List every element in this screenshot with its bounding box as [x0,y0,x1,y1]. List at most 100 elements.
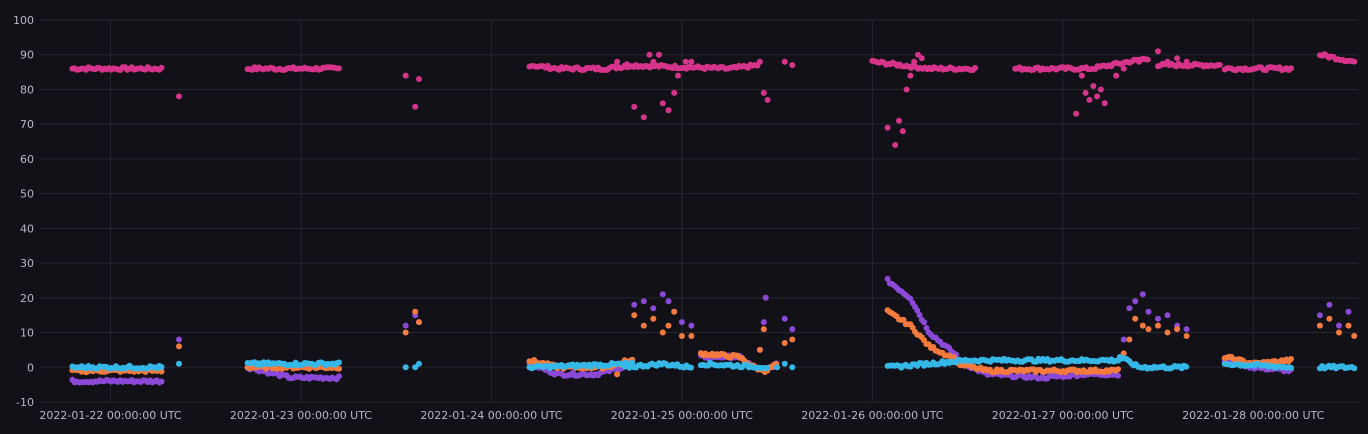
data-point [1086,96,1093,103]
data-point [789,364,796,371]
data-point [675,72,681,79]
data-point [1164,329,1171,336]
data-point [1183,58,1190,65]
data-point [923,325,930,331]
data-point [1132,315,1139,322]
data-point [1155,48,1161,55]
data-point [688,364,694,371]
data-point [764,364,771,371]
data-point [631,312,638,319]
data-point [158,368,165,375]
data-point [781,340,788,346]
data-point [1326,301,1333,308]
data-point [921,319,928,326]
data-point [412,364,419,371]
data-point [1097,86,1104,93]
data-point [1082,89,1089,96]
data-point [416,360,422,367]
data-point [1336,322,1342,329]
data-point [1155,315,1161,322]
x-tick-label: 2022-01-25 00:00:00 UTC [611,409,753,422]
data-point [1351,58,1358,65]
data-point [336,365,342,372]
data-point [1345,308,1352,315]
data-point [336,359,342,366]
data-point [665,298,672,305]
data-point [1145,326,1152,333]
data-point [688,322,695,329]
data-point [1132,298,1139,305]
data-point [402,329,409,336]
data-point [1136,58,1142,65]
data-point [412,308,419,315]
data-point [614,58,621,65]
data-point [789,326,796,333]
data-point [640,114,647,121]
data-point [884,124,891,131]
data-point [176,93,182,100]
data-point [1144,56,1151,63]
data-point [781,315,788,322]
data-point [659,100,666,107]
data-point [1139,322,1146,329]
data-point [1094,93,1101,100]
data-point [1126,305,1133,312]
data-point [416,319,422,326]
data-point [402,364,409,371]
y-tick-label: 40 [20,222,34,235]
data-point [1288,65,1294,72]
data-point [1183,326,1190,333]
data-point [678,333,685,339]
data-point [1351,333,1358,339]
data-point [614,371,621,378]
data-point [756,58,763,65]
data-point [1120,350,1127,357]
data-point [918,55,925,62]
data-point [1345,322,1352,329]
data-point [1090,83,1097,89]
data-point [781,360,788,367]
data-point [774,364,781,371]
data-point [1126,336,1133,343]
y-tick-label: 100 [13,14,34,27]
data-point [1183,333,1190,339]
y-tick-label: 20 [20,292,34,305]
data-point [760,89,767,96]
data-point [1139,291,1146,298]
series-0 [69,48,1358,148]
data-point [1316,322,1323,329]
y-tick-label: 0 [27,361,34,374]
x-tick-label: 2022-01-27 00:00:00 UTC [992,409,1134,422]
data-point [678,319,685,326]
data-point [1316,312,1323,319]
x-tick-label: 2022-01-23 00:00:00 UTC [230,409,372,422]
series-3 [69,354,1358,372]
data-point [789,336,796,343]
data-point [1174,55,1181,62]
data-point [1288,356,1294,362]
data-point [402,322,409,329]
x-tick-label: 2022-01-24 00:00:00 UTC [420,409,562,422]
data-point [557,65,563,72]
data-point [688,58,695,65]
data-point [665,322,672,329]
data-point [892,142,899,148]
axis-ticks: -10 0 10 20 30 40 50 60 70 80 90 100 2022-01-22 00:0… [13,14,1325,422]
data-point [640,298,647,305]
data-point [659,291,666,298]
data-point [1164,312,1171,319]
y-tick-label: 70 [20,118,34,131]
data-point [1288,364,1294,371]
data-point [911,58,918,65]
data-point [650,58,657,65]
data-point [671,308,678,315]
data-point [1120,65,1127,72]
data-point [760,326,767,333]
data-point [781,58,788,65]
data-point [884,275,891,282]
data-point [158,364,165,370]
data-point [176,360,182,367]
data-point [907,72,914,79]
y-tick-label: 90 [20,49,34,62]
data-point [416,76,422,82]
